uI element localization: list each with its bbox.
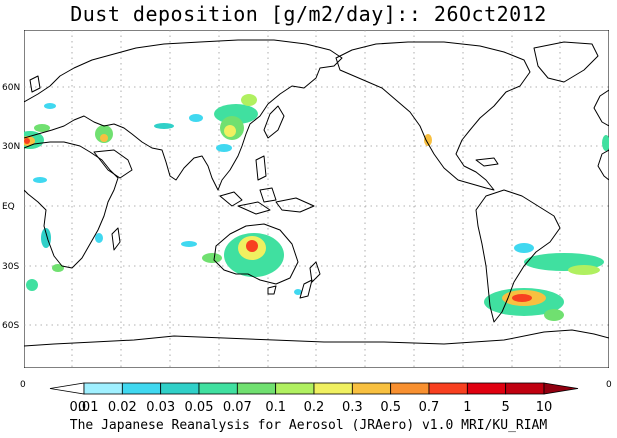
- colorbar-swatch: [160, 382, 200, 395]
- colorbar-label: 0.01: [70, 400, 99, 415]
- colorbar-label: 0.03: [146, 400, 175, 415]
- dust-deposition-map: [24, 30, 609, 368]
- coastlines: [24, 39, 609, 347]
- dust-patches: [24, 94, 609, 321]
- lat-label-60n: 60N: [2, 83, 21, 93]
- colorbar-swatch: [275, 382, 315, 395]
- colorbar-swatch: [543, 382, 579, 395]
- colorbar: 00.01 0.02 0.03 0.05 0.07 0.1 0.2 0.3 0.5 0.7 1 5 10: [49, 382, 579, 415]
- colorbar-label: 0.1: [265, 400, 286, 415]
- colorbar-swatch: [83, 382, 123, 395]
- colorbar-swatch: [505, 382, 545, 395]
- colorbar-label: 0.2: [304, 400, 325, 415]
- colorbar-swatch: [351, 382, 392, 395]
- colorbar-label: 0.7: [419, 400, 440, 415]
- colorbar-label: 0.07: [223, 400, 252, 415]
- colorbar-label: 1: [463, 400, 471, 415]
- colorbar-swatch: [428, 382, 468, 395]
- map-title: Dust deposition [g/m2/day]:: 26Oct2012: [70, 2, 547, 26]
- credit-line: The Japanese Reanalysis for Aerosol (JRA…: [69, 418, 548, 433]
- colorbar-swatch: [49, 382, 85, 395]
- lat-label-60s: 60S: [2, 321, 20, 331]
- lon-label-left: 0: [20, 380, 26, 390]
- colorbar-label: 10: [536, 400, 553, 415]
- colorbar-labels: 00.01 0.02 0.03 0.05 0.07 0.1 0.2 0.3 0.5 0.7 1 5 10: [70, 400, 553, 415]
- colorbar-swatch: [390, 382, 430, 395]
- colorbar-swatch: [466, 382, 507, 395]
- colorbar-label: 0.5: [380, 400, 401, 415]
- graticule: [24, 30, 609, 368]
- lat-label-eq: EQ: [2, 202, 15, 212]
- colorbar-swatch: [236, 382, 277, 395]
- colorbar-label: 0.05: [185, 400, 214, 415]
- colorbar-label: 0: [78, 400, 86, 415]
- colorbar-label: 5: [502, 400, 510, 415]
- map-frame: [24, 30, 609, 368]
- lat-label-30s: 30S: [2, 262, 20, 272]
- lat-label-30n: 30N: [2, 142, 21, 152]
- colorbar-swatch: [198, 382, 238, 395]
- lon-label-right: 0: [606, 380, 612, 390]
- colorbar-swatch: [313, 382, 353, 395]
- colorbar-boxes: [49, 382, 579, 395]
- colorbar-swatch: [121, 382, 162, 395]
- colorbar-label: 0.3: [342, 400, 363, 415]
- colorbar-label: 0.02: [108, 400, 137, 415]
- dust-mideast: [154, 123, 174, 129]
